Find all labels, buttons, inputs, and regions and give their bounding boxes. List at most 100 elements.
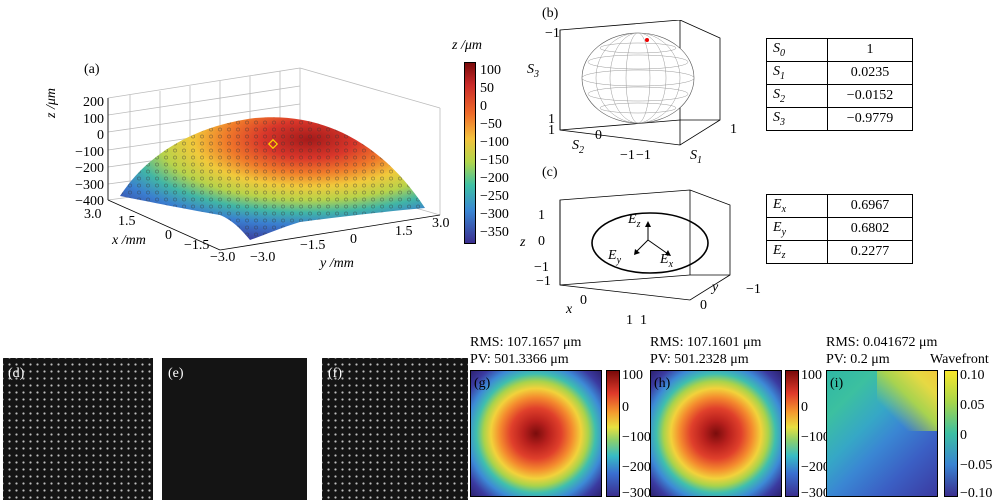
colorbar-tick: 0 [801,400,808,415]
s2-tick: 0 [595,128,602,143]
stokes-value: −0.0152 [827,84,913,108]
colorbar-tick: −300 [801,486,830,501]
y-tick: −1.5 [300,238,326,253]
panel-g-colorbar [606,370,620,497]
y-tick: 1.5 [395,224,413,239]
stokes-value: 1 [827,38,913,62]
panel-i-colorbar-title: Wavefront [930,352,989,367]
table-row: Ey 0.6802 [766,217,913,241]
z-tick: −400 [75,194,104,209]
panel-a-z-axis-label: z /μm [44,78,60,118]
x-tick: 3.0 [84,207,102,222]
stokes-key: S3 [766,107,828,131]
y-tick: 0 [350,232,357,247]
panel-a-colorbar-ticks: 100 50 0 −50 −100 −150 −200 −250 −300 −3… [480,62,509,242]
y-tick: 1 [640,313,647,328]
panel-a-surface-plot [107,67,441,251]
table-row: Ez 0.2277 [766,240,913,264]
colorbar-tick: −200 [801,460,830,475]
z-tick: 1 [538,208,545,223]
panel-d-label: (d) [8,366,25,381]
y-tick: −1 [746,282,761,297]
colorbar-tick: −300 [480,207,509,222]
panel-c-x-axis-label: x [566,302,573,317]
x-tick: 0 [580,293,587,308]
field-key: Ex [766,194,828,218]
panel-g-label: (g) [474,376,491,391]
field-value: 0.2277 [827,240,913,264]
table-row: S3 −0.9779 [766,107,913,131]
z-tick: 100 [83,111,104,127]
x-tick: 1 [626,313,633,328]
stokes-value: 0.0235 [827,61,913,85]
stokes-value: −0.9779 [827,107,913,131]
s1-tick: 1 [730,122,737,137]
panel-c-vector-plot [559,189,731,301]
panel-c-label: (c) [542,165,558,180]
table-row: Ex 0.6967 [766,194,913,218]
panel-h-rms: RMS: 107.1601 μm [650,335,762,350]
colorbar-tick: 0.10 [960,368,985,383]
colorbar-tick: 50 [480,81,494,96]
panel-i-colorbar [944,370,958,497]
s1-tick: −1 [636,148,651,163]
x-tick: −1.5 [184,238,210,253]
panel-i-pv: PV: 0.2 μm [826,352,890,367]
x-tick: −3.0 [210,250,236,265]
panel-i-label: (i) [830,376,844,391]
colorbar-tick: −300 [622,486,651,501]
field-value: 0.6967 [827,194,913,218]
panel-b-sphere-plot [559,20,721,146]
panel-g-rms: RMS: 107.1657 μm [470,335,582,350]
panel-f-label: (f) [328,366,342,381]
panel-g-wavefront-map [470,370,602,497]
s1-axis-label: S1 [690,148,702,166]
colorbar-tick: −100 [480,135,509,150]
z-tick: −100 [75,144,104,160]
panel-a-label: (a) [84,62,100,77]
panel-d-spot-image [3,358,153,500]
panel-h-label: (h) [654,376,671,391]
y-tick: 0 [700,298,707,313]
panel-e-label: (e) [168,366,184,381]
z-axis-label-text: z /μm [44,88,59,118]
s2-tick: 1 [548,123,555,138]
panel-h-colorbar [785,370,799,497]
s3-axis-label: S3 [527,62,539,80]
stokes-key: S2 [766,84,828,108]
y-tick: 3.0 [432,216,450,231]
colorbar-tick: −0.05 [960,458,993,473]
colorbar-tick: 0.05 [960,398,985,413]
table-row: S2 −0.0152 [766,84,913,108]
s2-tick: −1 [620,148,635,163]
panel-a-colorbar [464,62,476,244]
panel-h-pv: PV: 501.2328 μm [650,352,749,367]
colorbar-tick: −200 [480,171,509,186]
colorbar-tick: −350 [480,225,509,240]
colorbar-tick: 0 [960,428,967,443]
table-row: S0 1 [766,38,913,62]
colorbar-tick: 100 [480,63,501,78]
x-tick: 0 [165,228,172,243]
colorbar-tick: −100 [801,430,830,445]
panel-b-label: (b) [542,6,559,21]
z-tick: −300 [75,177,104,193]
colorbar-tick: 100 [801,368,822,383]
z-tick: 200 [83,95,104,110]
ez-label: Ez [628,212,641,230]
panel-g-pv: PV: 501.3366 μm [470,352,569,367]
z-tick: 0 [97,128,104,143]
s2-axis-label: S2 [572,138,584,156]
panel-a-colorbar-title: z /μm [452,38,482,53]
panel-a-z-ticks: 200 100 0 −100 −200 −300 −400 [70,95,104,211]
colorbar-tick: 0 [622,400,629,415]
ex-label: Ex [660,252,674,270]
panel-e-dark-image [162,358,307,500]
s3-tick: 1 [548,112,555,127]
colorbar-tick: −0.10 [960,486,993,501]
field-value: 0.6802 [827,217,913,241]
z-tick: 0 [538,234,545,249]
field-key: Ey [766,217,828,241]
panel-h-wavefront-map [650,370,782,497]
panel-c-z-axis-label: z [520,235,526,250]
